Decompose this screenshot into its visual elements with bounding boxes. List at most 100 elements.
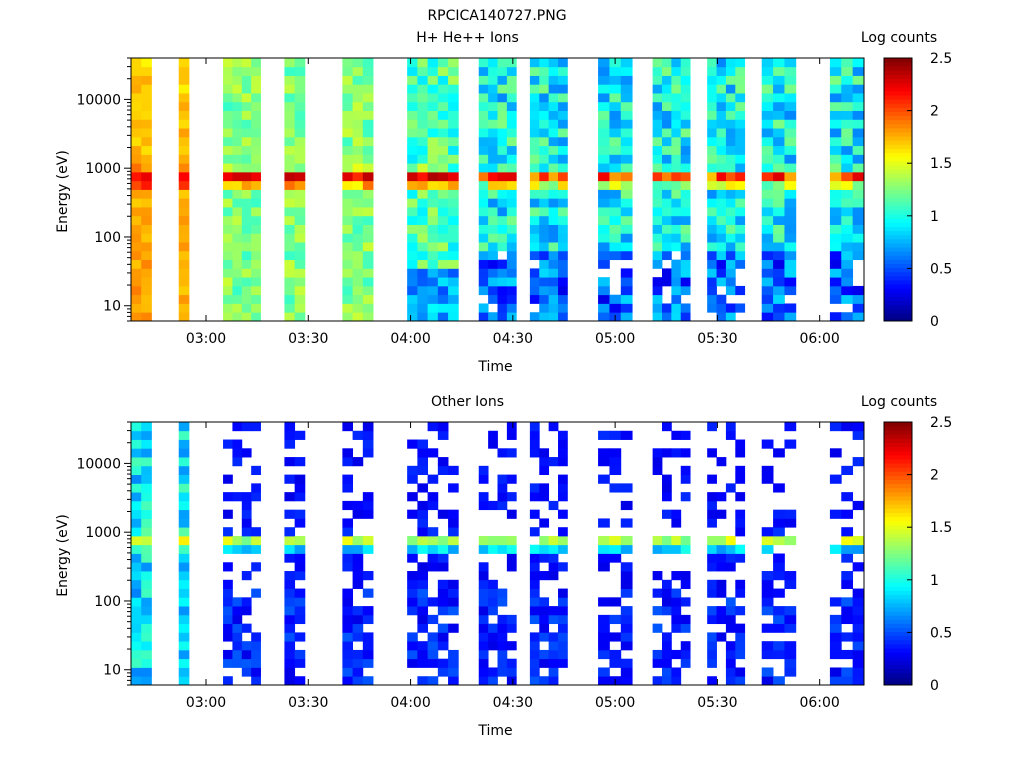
figure-title: RPCICA140727.PNG bbox=[427, 8, 566, 24]
heatmap-cell bbox=[448, 667, 459, 677]
heatmap-cell bbox=[141, 268, 152, 278]
heatmap-cell bbox=[284, 154, 296, 164]
heatmap-cell bbox=[784, 614, 797, 625]
heatmap-cell bbox=[437, 465, 449, 475]
heatmap-cell bbox=[448, 163, 459, 173]
heatmap-cell bbox=[506, 84, 517, 94]
colorbar-cell bbox=[884, 230, 912, 236]
heatmap-cell bbox=[488, 430, 498, 440]
heatmap-cell bbox=[761, 676, 774, 686]
heatmap-cell bbox=[773, 641, 785, 651]
heatmap-cell bbox=[841, 614, 854, 625]
heatmap-cell bbox=[761, 84, 774, 94]
heatmap-cell bbox=[488, 101, 498, 111]
heatmap-cell bbox=[427, 649, 439, 660]
heatmap-cell bbox=[178, 623, 190, 633]
colorbar-cell bbox=[884, 676, 912, 682]
heatmap-cell bbox=[548, 641, 559, 651]
heatmap-cell bbox=[609, 136, 622, 147]
heatmap-cell bbox=[725, 303, 736, 313]
heatmap-cell bbox=[784, 119, 797, 129]
heatmap-cell bbox=[773, 483, 785, 493]
heatmap-cell bbox=[427, 614, 439, 625]
colorbar-cell bbox=[884, 74, 912, 80]
x-tick-label: 04:00 bbox=[390, 331, 430, 347]
heatmap-cell bbox=[529, 588, 540, 598]
heatmap-cell bbox=[761, 465, 774, 475]
heatmap-cell bbox=[671, 171, 682, 182]
heatmap-cell bbox=[407, 312, 418, 322]
heatmap-cell bbox=[352, 553, 364, 563]
heatmap-cell bbox=[178, 75, 190, 85]
heatmap-cell bbox=[598, 676, 610, 686]
heatmap-cell bbox=[497, 136, 508, 147]
x-tick-label: 05:00 bbox=[595, 331, 635, 347]
heatmap-cell bbox=[725, 544, 736, 554]
heatmap-cell bbox=[232, 93, 243, 103]
heatmap-cell bbox=[852, 84, 865, 94]
heatmap-cell bbox=[284, 303, 296, 313]
heatmap-cell bbox=[609, 544, 622, 554]
heatmap-cell bbox=[671, 544, 682, 554]
heatmap-cell bbox=[841, 285, 854, 296]
heatmap-cell bbox=[342, 101, 354, 111]
heatmap-cell bbox=[725, 128, 736, 138]
heatmap-cell bbox=[725, 277, 736, 287]
heatmap-cell bbox=[773, 535, 785, 546]
heatmap-cell bbox=[141, 641, 152, 651]
heatmap-cell bbox=[427, 259, 439, 269]
heatmap-cell bbox=[342, 58, 354, 68]
heatmap-cell bbox=[251, 422, 261, 432]
heatmap-cell bbox=[488, 110, 498, 120]
heatmap-cell bbox=[407, 649, 418, 660]
heatmap-cell bbox=[539, 119, 550, 129]
heatmap-cell bbox=[178, 448, 190, 458]
heatmap-cell bbox=[829, 259, 842, 269]
heatmap-cell bbox=[852, 180, 865, 190]
heatmap-cell bbox=[852, 597, 865, 607]
heatmap-cell bbox=[735, 285, 746, 296]
x-tick-label: 05:30 bbox=[697, 331, 737, 347]
heatmap-cell bbox=[652, 154, 663, 164]
heatmap-cell bbox=[284, 623, 296, 633]
heatmap-cell bbox=[671, 58, 682, 68]
heatmap-cell bbox=[558, 544, 568, 554]
heatmap-cell bbox=[141, 492, 152, 502]
heatmap-cell bbox=[671, 66, 682, 76]
heatmap-cell bbox=[141, 535, 152, 546]
heatmap-cell bbox=[141, 294, 152, 304]
heatmap-cell bbox=[506, 422, 517, 432]
heatmap-cell bbox=[598, 171, 610, 182]
heatmap-cell bbox=[761, 588, 774, 598]
heatmap-cell bbox=[529, 667, 540, 677]
heatmap-cell bbox=[178, 198, 190, 208]
heatmap-cell bbox=[671, 163, 682, 173]
heatmap-cell bbox=[178, 544, 190, 554]
heatmap-cell bbox=[448, 483, 459, 493]
heatmap-cell bbox=[437, 136, 449, 147]
heatmap-cell bbox=[294, 259, 306, 269]
heatmap-cell bbox=[294, 119, 306, 129]
heatmap-cell bbox=[178, 597, 190, 607]
heatmap-cell bbox=[784, 579, 797, 589]
heatmap-cell bbox=[448, 75, 459, 85]
heatmap-cell bbox=[488, 198, 498, 208]
heatmap-cell bbox=[662, 312, 672, 322]
heatmap-cell bbox=[223, 154, 233, 164]
heatmap-cell bbox=[558, 614, 568, 625]
heatmap-cell bbox=[662, 233, 672, 243]
heatmap-cell bbox=[342, 676, 354, 686]
heatmap-cell bbox=[362, 224, 374, 234]
colorbar-cell bbox=[884, 263, 912, 269]
colorbar-cell bbox=[884, 160, 912, 166]
heatmap-cell bbox=[284, 597, 296, 607]
heatmap-cell bbox=[662, 154, 672, 164]
heatmap-cell bbox=[131, 277, 142, 287]
heatmap-cell bbox=[352, 649, 364, 660]
heatmap-cell bbox=[609, 145, 622, 155]
heatmap-cell bbox=[251, 198, 261, 208]
heatmap-cell bbox=[241, 544, 252, 554]
heatmap-cell bbox=[558, 623, 568, 633]
heatmap-cell bbox=[232, 294, 243, 304]
heatmap-cell bbox=[417, 623, 429, 633]
